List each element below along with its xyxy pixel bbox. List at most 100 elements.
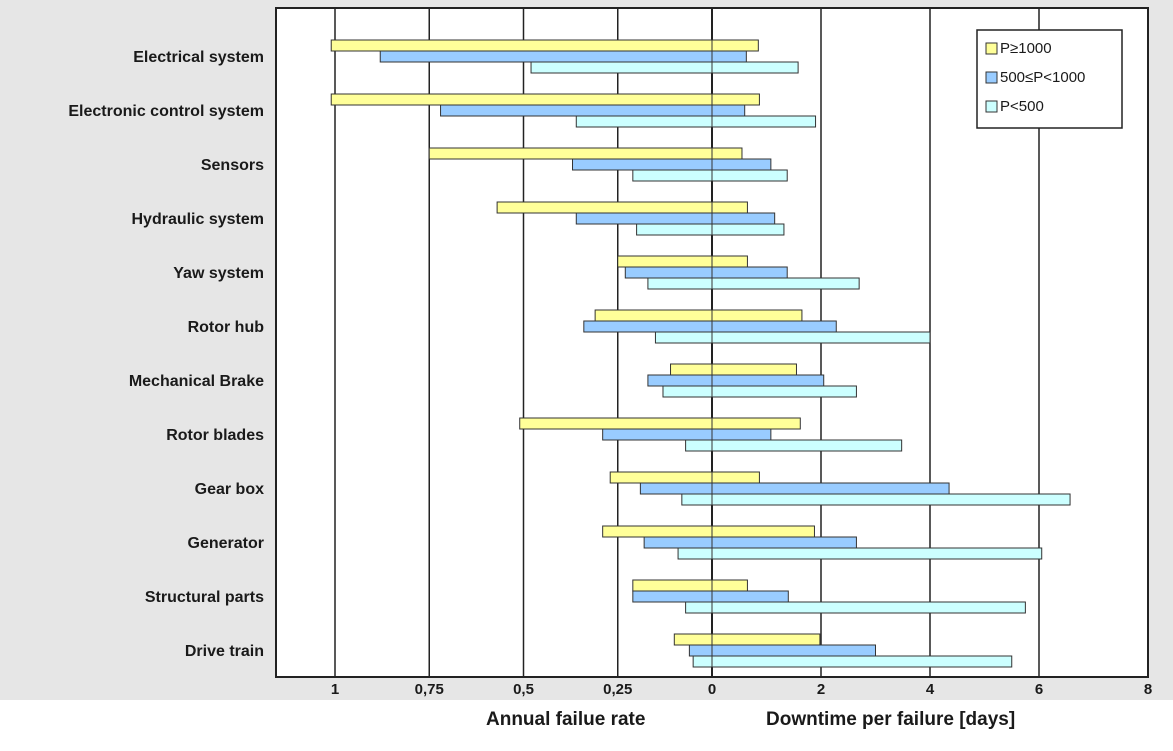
tick-label-right-2: 6 [1035,681,1043,698]
bar-downtime-yaw-system-2 [711,277,860,290]
bar-failure-rate-rotor-blades-2 [685,439,713,452]
bar-failure-rate-hydraulic-system-2 [636,223,713,236]
bar-downtime-structural-parts-2 [711,601,1026,614]
bar-downtime-rotor-blades-2 [711,439,903,452]
bar-failure-rate-rotor-hub-0 [594,309,713,322]
bar-downtime-electrical-system-0 [711,39,759,52]
bar-failure-rate-yaw-system-0 [617,255,713,268]
category-label-rotor-hub: Rotor hub [188,319,265,336]
category-label-structural-parts: Structural parts [145,589,264,606]
category-label-mechanical-brake: Mechanical Brake [129,373,264,390]
tick-label-left-4: 0 [708,681,716,698]
tick-label-right-1: 4 [926,681,935,698]
bar-failure-rate-gear-box-1 [639,482,713,495]
bar-downtime-rotor-blades-0 [711,417,801,430]
bar-failure-rate-gear-box-0 [609,471,713,484]
bar-failure-rate-sensors-2 [632,169,713,182]
bar-downtime-electrical-system-2 [711,61,799,74]
tick-label-left-3: 0,25 [603,681,632,698]
bar-failure-rate-electronic-control-system-0 [330,93,713,106]
category-label-electronic-control-system: Electronic control system [68,103,264,120]
bar-downtime-sensors-2 [711,169,788,182]
category-label-rotor-blades: Rotor blades [166,427,264,444]
legend-swatch-0 [985,42,998,55]
bar-failure-rate-gear-box-2 [681,493,713,506]
bar-failure-rate-drive-train-1 [688,644,713,657]
bar-downtime-hydraulic-system-0 [711,201,748,214]
bar-failure-rate-mechanical-brake-0 [670,363,713,376]
bar-downtime-drive-train-0 [711,633,821,646]
bar-downtime-electronic-control-system-0 [711,93,760,106]
bar-downtime-rotor-hub-2 [711,331,931,344]
tick-label-left-1: 0,75 [415,681,444,698]
bar-failure-rate-sensors-0 [428,147,713,160]
category-label-hydraulic-system: Hydraulic system [131,211,264,228]
bar-downtime-sensors-0 [711,147,743,160]
bar-downtime-rotor-blades-1 [711,428,772,441]
bar-failure-rate-drive-train-0 [673,633,713,646]
category-label-electrical-system: Electrical system [133,49,264,66]
bar-failure-rate-rotor-blades-0 [519,417,713,430]
bar-failure-rate-generator-1 [643,536,713,549]
bar-downtime-hydraulic-system-1 [711,212,776,225]
bar-downtime-gear-box-2 [711,493,1071,506]
category-label-generator: Generator [188,535,264,552]
category-label-sensors: Sensors [201,157,264,174]
tick-label-left-0: 1 [331,681,339,698]
bar-failure-rate-rotor-blades-1 [602,428,713,441]
bar-failure-rate-structural-parts-2 [685,601,713,614]
bar-failure-rate-generator-2 [677,547,713,560]
bar-failure-rate-electrical-system-0 [330,39,713,52]
tick-label-right-3: 8 [1144,681,1152,698]
bar-downtime-mechanical-brake-2 [711,385,857,398]
bar-failure-rate-electronic-control-system-2 [575,115,713,128]
bar-downtime-structural-parts-1 [711,590,789,603]
legend-box [976,29,1123,129]
tick-label-right-0: 2 [817,681,825,698]
bar-downtime-generator-1 [711,536,857,549]
bar-downtime-electronic-control-system-1 [711,104,746,117]
bar-downtime-sensors-1 [711,158,772,171]
legend-label-0: P≥1000 [1000,40,1052,57]
bar-failure-rate-electrical-system-1 [379,50,713,63]
bar-failure-rate-structural-parts-1 [632,590,713,603]
bar-downtime-drive-train-1 [711,644,876,657]
x-axis-label-annual-failure-rate: Annual failue rate [486,709,646,730]
legend-label-1: 500≤P<1000 [1000,69,1085,86]
bar-downtime-yaw-system-0 [711,255,748,268]
bar-failure-rate-electrical-system-2 [530,61,713,74]
bar-downtime-generator-2 [711,547,1043,560]
category-label-gear-box: Gear box [195,481,264,498]
bar-failure-rate-sensors-1 [572,158,713,171]
category-label-yaw-system: Yaw system [173,265,264,282]
bar-downtime-gear-box-0 [711,471,760,484]
bar-failure-rate-yaw-system-2 [647,277,713,290]
bar-failure-rate-hydraulic-system-0 [496,201,713,214]
bar-downtime-generator-0 [711,525,815,538]
bar-failure-rate-electronic-control-system-1 [440,104,713,117]
chart-canvas: Electrical system Electronic control syst… [0,0,1173,700]
bar-downtime-drive-train-2 [711,655,1013,668]
bar-failure-rate-hydraulic-system-1 [575,212,713,225]
bar-failure-rate-structural-parts-0 [632,579,713,592]
bar-downtime-rotor-hub-0 [711,309,803,322]
bar-downtime-yaw-system-1 [711,266,788,279]
bar-failure-rate-generator-0 [602,525,713,538]
legend-swatch-1 [985,71,998,84]
category-label-drive-train: Drive train [185,643,264,660]
bar-failure-rate-drive-train-2 [692,655,713,668]
bar-failure-rate-mechanical-brake-2 [662,385,713,398]
bar-downtime-rotor-hub-1 [711,320,837,333]
bar-downtime-mechanical-brake-0 [711,363,797,376]
bar-failure-rate-yaw-system-1 [624,266,713,279]
legend-swatch-2 [985,100,998,113]
tick-label-left-2: 0,5 [513,681,534,698]
bar-downtime-mechanical-brake-1 [711,374,825,387]
bar-downtime-gear-box-1 [711,482,950,495]
bar-downtime-electrical-system-1 [711,50,747,63]
bar-downtime-hydraulic-system-2 [711,223,785,236]
bar-failure-rate-rotor-hub-1 [583,320,713,333]
x-axis-label-downtime: Downtime per failure [days] [766,709,1016,730]
legend-label-2: P<500 [1000,98,1044,115]
